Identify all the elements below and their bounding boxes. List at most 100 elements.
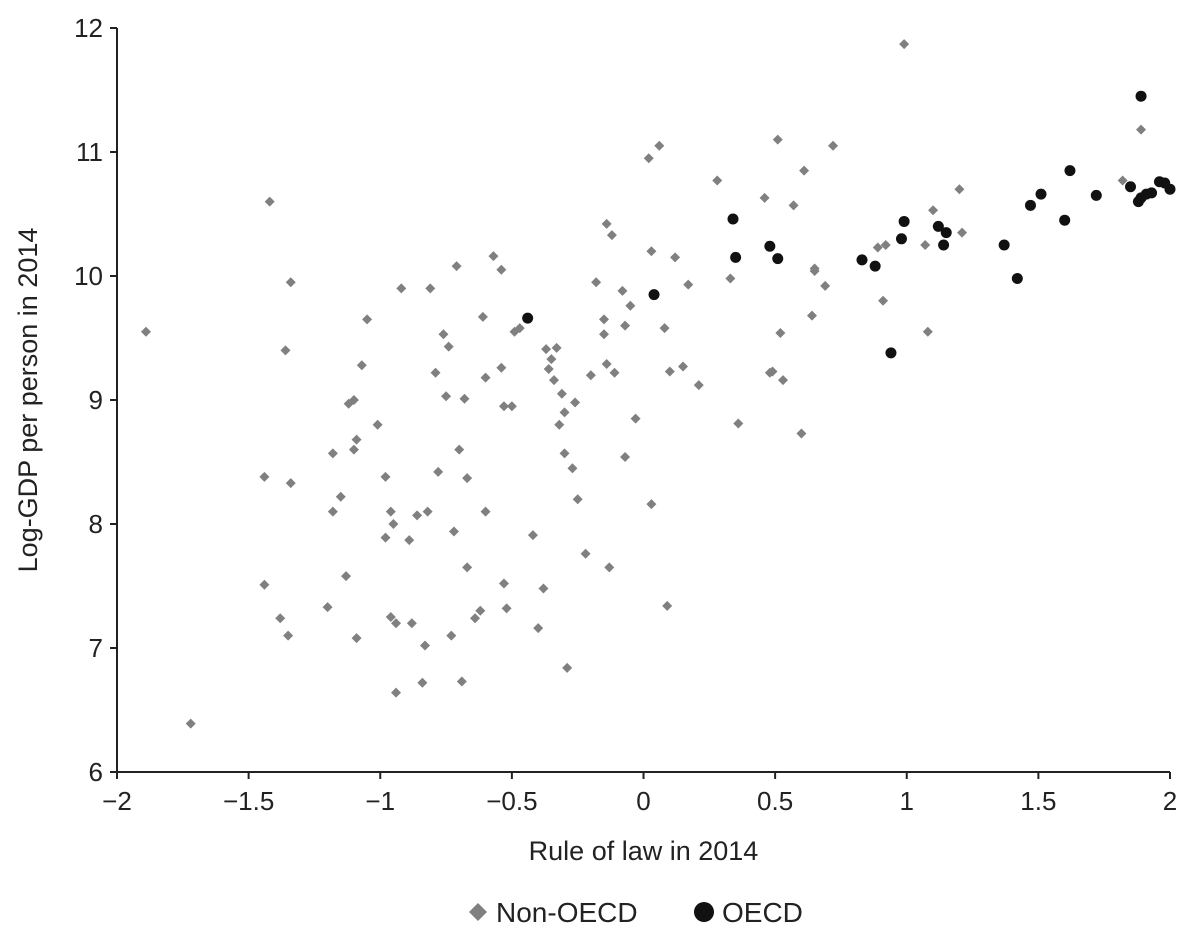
non-oecd-point (677, 361, 688, 372)
oecd-point (885, 347, 897, 359)
non-oecd-point (348, 395, 359, 405)
non-oecd-point (662, 600, 673, 611)
non-oecd-point (385, 612, 396, 622)
non-oecd-point (420, 640, 431, 651)
non-oecd-point (572, 494, 583, 505)
non-oecd-point (417, 677, 428, 688)
non-oecd-point (828, 140, 839, 151)
non-oecd-point (496, 264, 507, 275)
y-tick-label: 10 (74, 261, 103, 291)
y-tick-label: 8 (89, 509, 103, 539)
non-oecd-point (809, 266, 820, 277)
non-oecd-point (957, 227, 968, 238)
x-tick-label: 1.5 (1020, 786, 1056, 816)
non-oecd-point (456, 676, 467, 687)
non-oecd-point (430, 367, 441, 378)
non-oecd-point (506, 401, 517, 412)
non-oecd-point (599, 314, 610, 325)
oecd-point (522, 312, 534, 324)
oecd-point (1146, 187, 1158, 199)
non-oecd-point (385, 506, 396, 517)
oecd-point (932, 220, 944, 232)
non-oecd-point (462, 473, 473, 484)
oecd-point (856, 254, 868, 266)
oecd-point (1125, 181, 1137, 193)
oecd-point (1035, 188, 1047, 200)
non-oecd-point (391, 687, 402, 698)
non-oecd-point (362, 314, 373, 325)
non-oecd-point (646, 246, 657, 257)
non-oecd-point (501, 603, 512, 614)
non-oecd-point (759, 192, 770, 203)
non-oecd-point (433, 466, 444, 477)
non-oecd-point (630, 413, 641, 424)
non-oecd-point (546, 354, 557, 365)
non-oecd-point (799, 165, 810, 176)
non-oecd-point (335, 491, 346, 502)
x-tick-label: −2 (102, 786, 132, 816)
oecd-point (1011, 272, 1023, 284)
non-oecd-point (725, 273, 736, 284)
non-oecd-point (285, 478, 296, 489)
non-oecd-point (543, 364, 554, 374)
non-oecd-point (356, 360, 367, 371)
oecd-point (727, 213, 739, 225)
non-oecd-point (448, 526, 459, 537)
non-oecd-point (659, 323, 670, 334)
x-axis-title: Rule of law in 2014 (529, 836, 759, 866)
x-tick-label: 0 (636, 786, 650, 816)
non-oecd-point (351, 633, 362, 644)
non-oecd-point (609, 367, 620, 378)
non-oecd-point (585, 370, 596, 381)
non-oecd-point (1136, 124, 1147, 135)
non-oecd-point (620, 320, 631, 331)
non-oecd-point (322, 602, 333, 613)
x-tick-label: 1 (900, 786, 914, 816)
non-oecd-point (601, 359, 612, 370)
non-oecd-point (514, 323, 525, 334)
oecd-point (648, 289, 660, 301)
x-tick-label: 2 (1163, 786, 1177, 816)
legend-diamond-marker (469, 903, 487, 921)
non-oecd-point (498, 401, 509, 412)
non-oecd-point (454, 444, 465, 455)
non-oecd-point (920, 240, 931, 250)
non-oecd-point (601, 218, 612, 229)
non-oecd-point (438, 329, 449, 340)
non-oecd-point (551, 342, 562, 353)
non-oecd-point (899, 39, 910, 50)
non-oecd-point (380, 471, 391, 482)
non-oecd-point (259, 579, 270, 590)
non-oecd-point (604, 562, 615, 573)
non-oecd-point (285, 277, 296, 288)
non-oecd-point (878, 295, 889, 306)
x-ticks: −2 −1.5 −1 −0.5 0 0.5 1 1.5 2 (102, 772, 1177, 816)
non-oecd-point (327, 448, 338, 459)
y-ticks: 6 7 8 9 10 11 12 (74, 13, 117, 787)
non-oecd-point (670, 252, 681, 263)
non-oecd-point (646, 499, 657, 510)
non-oecd-point (820, 280, 831, 291)
non-oecd-point (562, 662, 573, 673)
non-oecd-point (406, 618, 417, 629)
non-oecd-point (280, 345, 291, 356)
non-oecd-point (872, 242, 883, 253)
legend-circle-marker (694, 902, 714, 922)
non-oecd-point (928, 205, 939, 216)
non-oecd-point (327, 506, 338, 517)
oecd-point (869, 260, 881, 272)
non-oecd-point (412, 510, 423, 521)
non-oecd-point (733, 418, 744, 429)
non-oecd-point (880, 240, 891, 250)
y-axis-title: Log-GDP per person in 2014 (13, 228, 43, 573)
non-oecd-point (533, 623, 544, 634)
oecd-point (898, 215, 910, 227)
non-oecd-point (396, 283, 407, 294)
non-oecd-point (712, 175, 723, 186)
x-tick-label: −1.5 (223, 786, 274, 816)
oecd-point (730, 251, 742, 263)
non-oecd-point (422, 506, 433, 517)
oecd-point (998, 239, 1010, 251)
non-oecd-point (283, 630, 294, 641)
